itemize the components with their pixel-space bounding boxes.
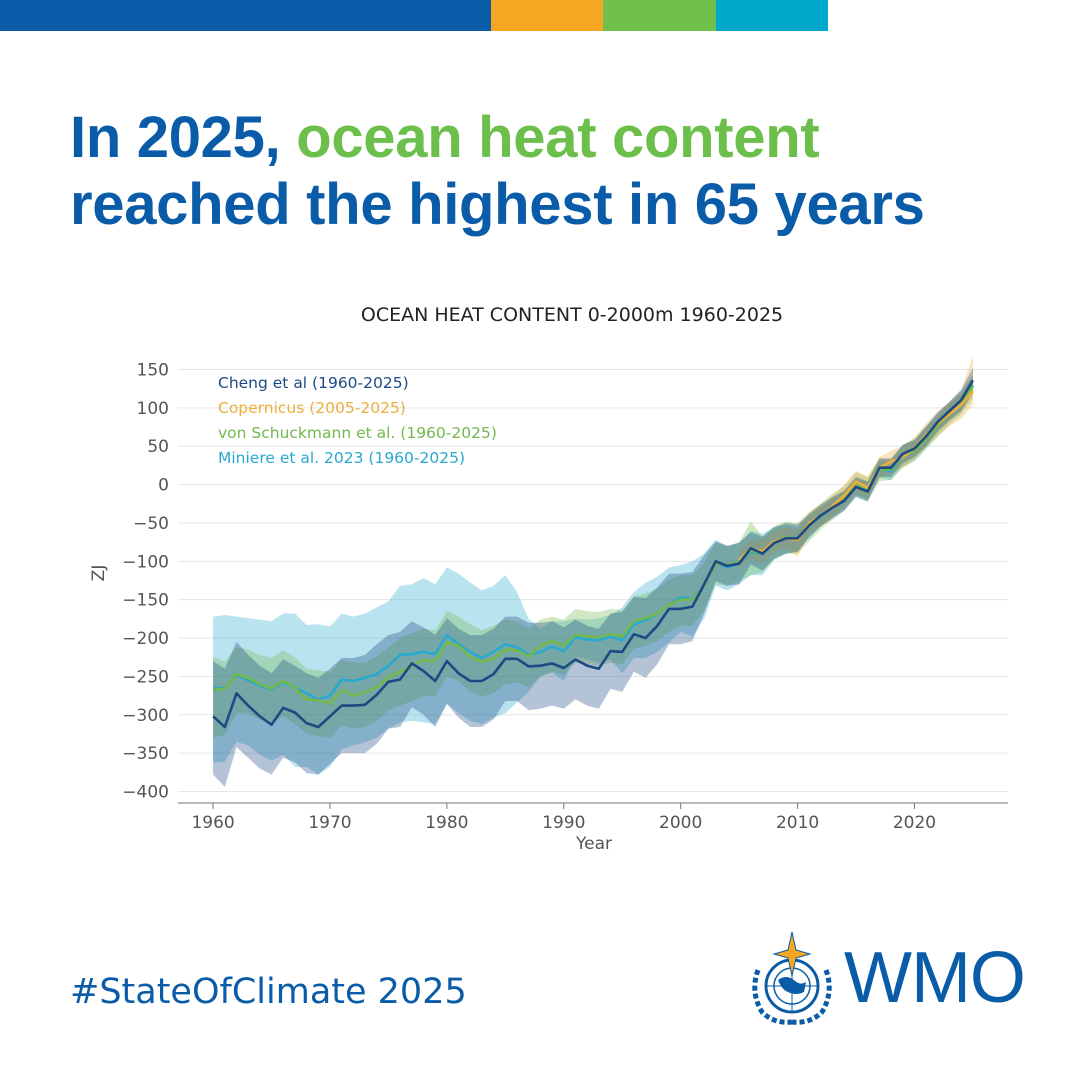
y-tick-label: 50 — [147, 437, 169, 457]
legend-entry: Cheng et al (1960-2025) — [218, 374, 409, 392]
bar-segment-cyan — [716, 0, 828, 31]
y-tick-label: −250 — [122, 667, 169, 687]
band-copernicus-2005-2025 — [739, 355, 973, 569]
bar-segment-green — [603, 0, 716, 31]
x-tick-label: 1990 — [542, 813, 585, 833]
band-von-schuckmann-et-al-1960-2025 — [213, 375, 973, 738]
chart-grid — [178, 369, 1008, 792]
headline-highlight: ocean heat content — [296, 105, 820, 170]
x-tick-label: 2000 — [659, 813, 702, 833]
bar-segment-blue — [0, 0, 491, 31]
y-tick-label: −350 — [122, 744, 169, 764]
band-cheng-et-al-1960-2025 — [213, 368, 973, 787]
legend-entry: Miniere et al. 2023 (1960-2025) — [218, 449, 465, 467]
chart-legend: Cheng et al (1960-2025) Copernicus (2005-… — [218, 374, 497, 467]
y-tick-label: −100 — [122, 552, 169, 572]
line-von-schuckmann-et-al-1960-2025 — [212, 385, 974, 705]
wmo-logo-text: WMO — [844, 938, 1026, 1018]
x-axis-label: Year — [575, 834, 612, 854]
x-tick-label: 2020 — [893, 813, 936, 833]
legend-entry: Copernicus (2005-2025) — [218, 399, 406, 417]
y-tick-label: −50 — [133, 514, 169, 534]
x-tick-label: 1970 — [308, 813, 351, 833]
chart-uncertainty-bands — [213, 355, 973, 787]
y-tick-label: −150 — [122, 591, 169, 611]
headline-prefix: In 2025, — [70, 105, 297, 170]
headline: In 2025, ocean heat content reached the … — [70, 104, 925, 238]
ocean-heat-chart: OCEAN HEAT CONTENT 0-2000m 1960-2025 150… — [89, 304, 1008, 854]
x-tick-label: 2010 — [776, 813, 819, 833]
bar-segment-orange — [491, 0, 603, 31]
y-tick-label: −200 — [122, 629, 169, 649]
chart-series-lines — [212, 379, 975, 729]
y-tick-label: −300 — [122, 706, 169, 726]
y-tick-label: 150 — [137, 361, 169, 381]
legend-entry: von Schuckmann et al. (1960-2025) — [218, 424, 497, 442]
y-tick-label: 0 — [158, 476, 169, 496]
brand-color-bar — [0, 0, 828, 31]
chart-axes: 150 100 50 0 −50 −100 −150 −200 −250 −300 −350 −400… — [122, 361, 1008, 833]
hashtag: #StateOfClimate 2025 — [70, 972, 467, 1012]
wmo-emblem-icon — [752, 931, 832, 1025]
headline-line2: reached the highest in 65 years — [70, 172, 925, 237]
y-tick-label: −400 — [122, 782, 169, 802]
x-tick-label: 1960 — [191, 813, 234, 833]
wmo-logo: WMO — [748, 930, 1026, 1026]
y-tick-label: 100 — [137, 399, 169, 419]
chart-title: OCEAN HEAT CONTENT 0-2000m 1960-2025 — [361, 304, 783, 326]
x-tick-label: 1980 — [425, 813, 468, 833]
y-axis-label: ZJ — [89, 565, 109, 582]
line-cheng-et-al-1960-2025 — [212, 379, 975, 729]
